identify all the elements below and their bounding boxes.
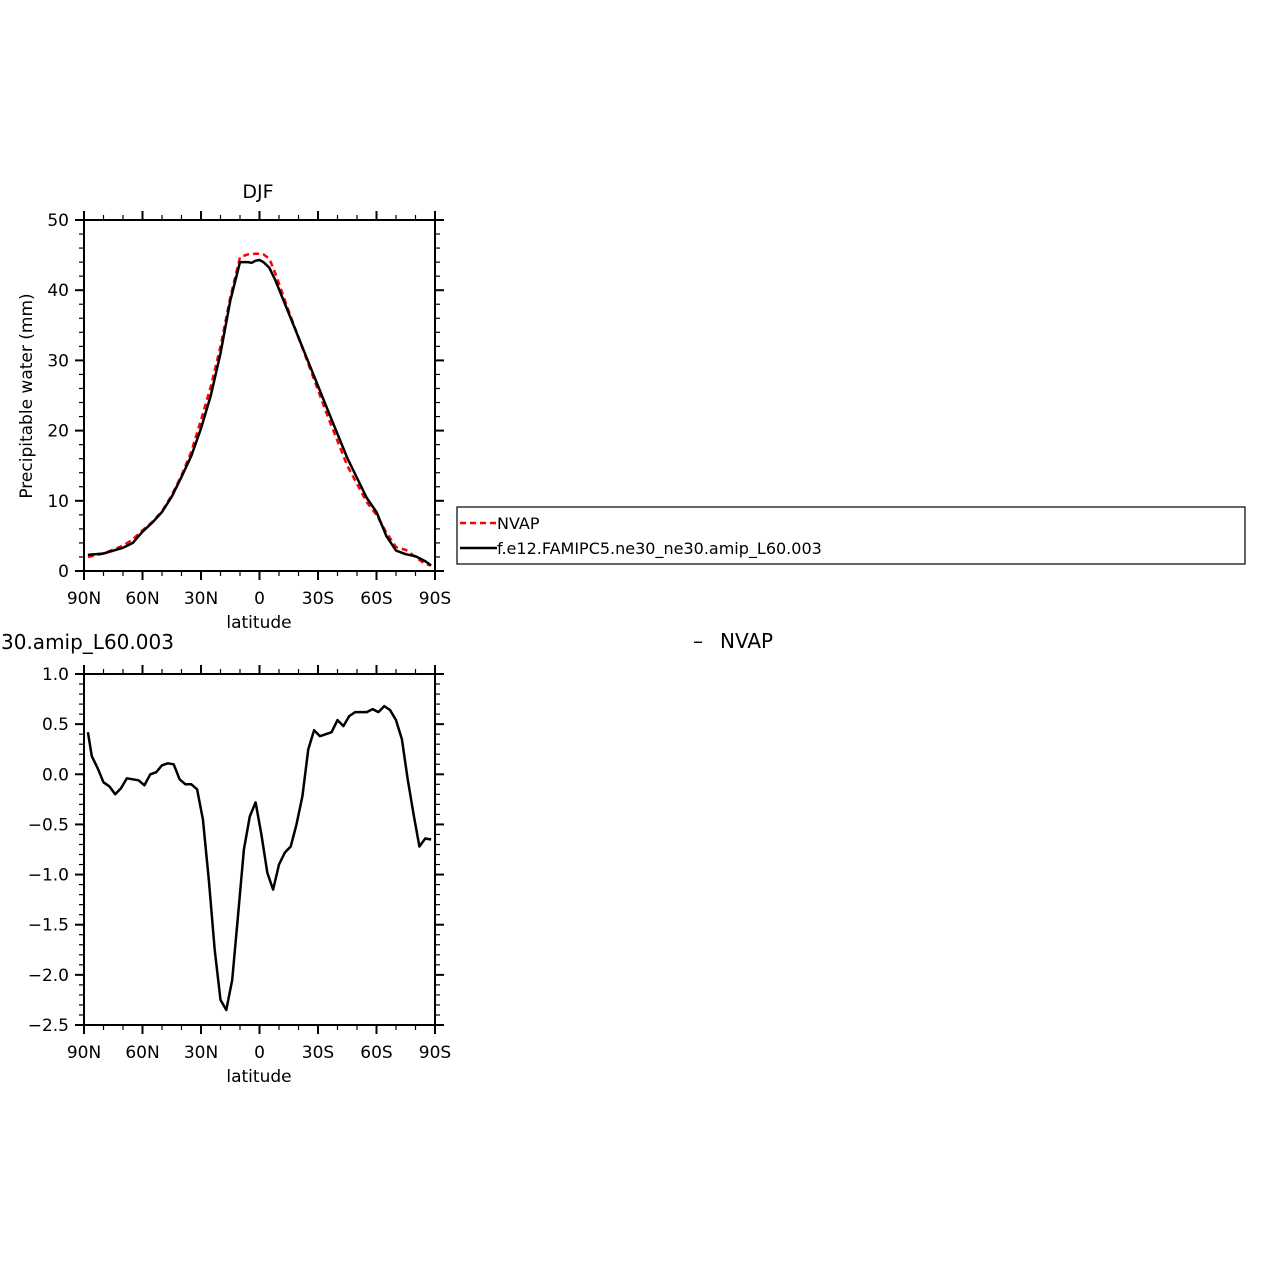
x-tick-label: 60S (360, 1043, 392, 1063)
y-tick-label: 1.0 (42, 665, 69, 685)
x-tick-label: 30N (184, 589, 218, 609)
x-axis-ticks: 90N 60N 30N 0 30S 60S 90S (67, 665, 451, 1063)
chart-title-right: NVAP (720, 629, 773, 653)
x-tick-label: 90S (419, 1043, 451, 1063)
y-tick-label: 50 (47, 211, 69, 231)
x-tick-label: 30S (302, 1043, 334, 1063)
y-axis-label: Precipitable water (mm) (17, 293, 37, 498)
series-line-solid-0 (86, 704, 432, 1012)
series-line-solid-1 (87, 258, 432, 567)
x-tick-label: 90N (67, 1043, 101, 1063)
y-tick-label: 20 (47, 422, 69, 442)
plot-frame (83, 219, 436, 572)
chart-title-left: 30.amip_L60.003 (1, 630, 174, 654)
x-tick-label: 90S (419, 589, 451, 609)
x-axis-label: latitude (226, 1067, 291, 1087)
legend-label-model: f.e12.FAMIPC5.ne30_ne30.amip_L60.003 (497, 539, 822, 559)
djf-precipitable-water-chart: DJF 0 10 20 30 40 50 90N 60N 30N 0 30S 60S 90S lati… (17, 181, 451, 633)
y-tick-label: −2.0 (28, 966, 69, 986)
x-tick-label: 60N (125, 589, 159, 609)
y-tick-label: 0 (58, 562, 69, 582)
x-tick-label: 60N (125, 1043, 159, 1063)
y-axis-ticks: 0 10 20 30 40 50 (47, 211, 444, 582)
series-lines (87, 252, 432, 567)
x-axis-label: latitude (226, 613, 291, 633)
y-tick-label: −2.5 (28, 1016, 69, 1036)
plot-frame (83, 673, 436, 1026)
y-axis-ticks: 1.0 0.5 0.0 −0.5 −1.0 −1.5 −2.0 −2.5 (28, 665, 444, 1036)
chart-title-right-dash: – (693, 629, 703, 653)
difference-chart: 30.amip_L60.003 – NVAP 1.0 0.5 0.0 −0.5 −1.0… (0, 629, 773, 1087)
x-tick-label: 0 (254, 589, 265, 609)
x-tick-label: 60S (360, 589, 392, 609)
x-axis-ticks: 90N 60N 30N 0 30S 60S 90S (67, 211, 451, 609)
x-tick-label: 90N (67, 589, 101, 609)
x-tick-label: 0 (254, 1043, 265, 1063)
y-tick-label: 10 (47, 492, 69, 512)
series-lines (86, 704, 432, 1012)
x-tick-label: 30N (184, 1043, 218, 1063)
legend: NVAP f.e12.FAMIPC5.ne30_ne30.amip_L60.00… (456, 506, 1246, 565)
y-tick-label: 40 (47, 281, 69, 301)
y-axis-label: Precipitable water (mm) (0, 747, 19, 952)
y-tick-label: 0.0 (42, 765, 69, 785)
y-tick-label: 0.5 (42, 715, 69, 735)
legend-label-nvap: NVAP (497, 514, 540, 533)
y-tick-label: −1.0 (28, 866, 69, 886)
x-tick-label: 30S (302, 589, 334, 609)
y-tick-label: −0.5 (28, 815, 69, 835)
y-tick-label: 30 (47, 351, 69, 371)
legend-box (456, 506, 1246, 565)
chart-title: DJF (242, 181, 273, 203)
y-tick-label: −1.5 (28, 916, 69, 936)
